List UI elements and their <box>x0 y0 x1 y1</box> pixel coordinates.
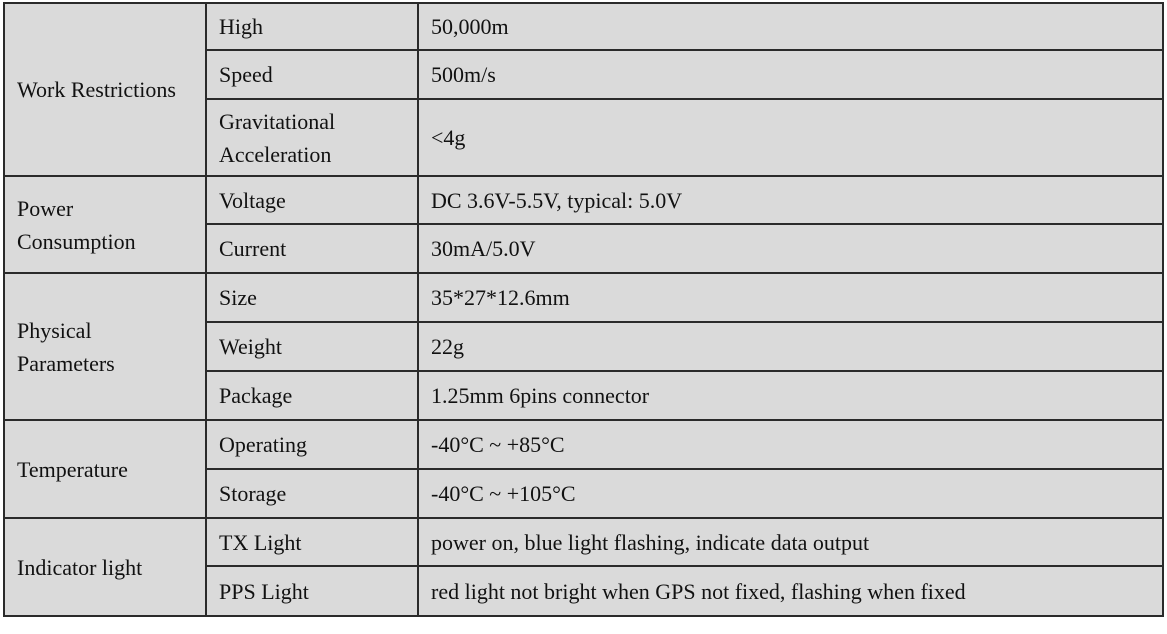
value-cell: 1.25mm 6pins connector <box>417 370 1164 421</box>
parameter-cell: Weight <box>205 321 419 372</box>
table-row: Work Restrictions High 50,000m <box>3 2 1164 177</box>
value-cell: red light not bright when GPS not fixed,… <box>417 565 1164 617</box>
table-row: Speed 500m/s <box>4 49 1164 100</box>
value-cell: power on, blue light flashing, indicate … <box>417 517 1164 567</box>
parameter-cell: Current <box>205 223 419 274</box>
parameter-cell: Speed <box>205 49 419 100</box>
table-row: Weight 22g <box>4 321 1164 372</box>
table-row: Power Consumption Voltage DC 3.6V-5.5V, ty… <box>3 175 1164 274</box>
value-cell: 50,000m <box>417 2 1164 51</box>
category-cell: Temperature <box>3 419 207 519</box>
parameter-cell: Size <box>205 272 419 323</box>
parameter-cell: TX Light <box>205 517 419 567</box>
table-row: Storage -40°C ~ +105°C <box>4 468 1164 519</box>
value-cell: <4g <box>417 98 1164 177</box>
table-row: Gravitational Acceleration <4g <box>4 98 1164 177</box>
table-row: Current 30mA/5.0V <box>4 223 1164 274</box>
parameter-cell: PPS Light <box>205 565 419 617</box>
category-cell: Work Restrictions <box>3 2 207 177</box>
value-cell: 35*27*12.6mm <box>417 272 1164 323</box>
value-cell: 22g <box>417 321 1164 372</box>
parameter-cell: Operating <box>205 419 419 470</box>
category-cell: Physical Parameters <box>3 272 207 421</box>
category-cell: Indicator light <box>3 517 207 617</box>
value-cell: 30mA/5.0V <box>417 223 1164 274</box>
value-cell: -40°C ~ +105°C <box>417 468 1164 519</box>
table-row: PPS Light red light not bright when GPS n… <box>4 565 1164 617</box>
parameter-cell: Package <box>205 370 419 421</box>
value-cell: DC 3.6V-5.5V, typical: 5.0V <box>417 175 1164 225</box>
parameter-cell: Storage <box>205 468 419 519</box>
table-row: Temperature Operating -40°C ~ +85°C <box>3 419 1164 519</box>
table-row: Package 1.25mm 6pins connector <box>4 370 1164 421</box>
value-cell: 500m/s <box>417 49 1164 100</box>
parameter-cell: Voltage <box>205 175 419 225</box>
table-row: Physical Parameters Size 35*27*12.6mm <box>3 272 1164 421</box>
parameter-cell: High <box>205 2 419 51</box>
parameter-cell: Gravitational Acceleration <box>205 98 419 177</box>
category-cell: Power Consumption <box>3 175 207 274</box>
table-row: Indicator light TX Light power on, blue li… <box>3 517 1164 617</box>
spec-table: Work Restrictions High 50,000m Speed 500m/s G… <box>3 2 1164 617</box>
value-cell: -40°C ~ +85°C <box>417 419 1164 470</box>
